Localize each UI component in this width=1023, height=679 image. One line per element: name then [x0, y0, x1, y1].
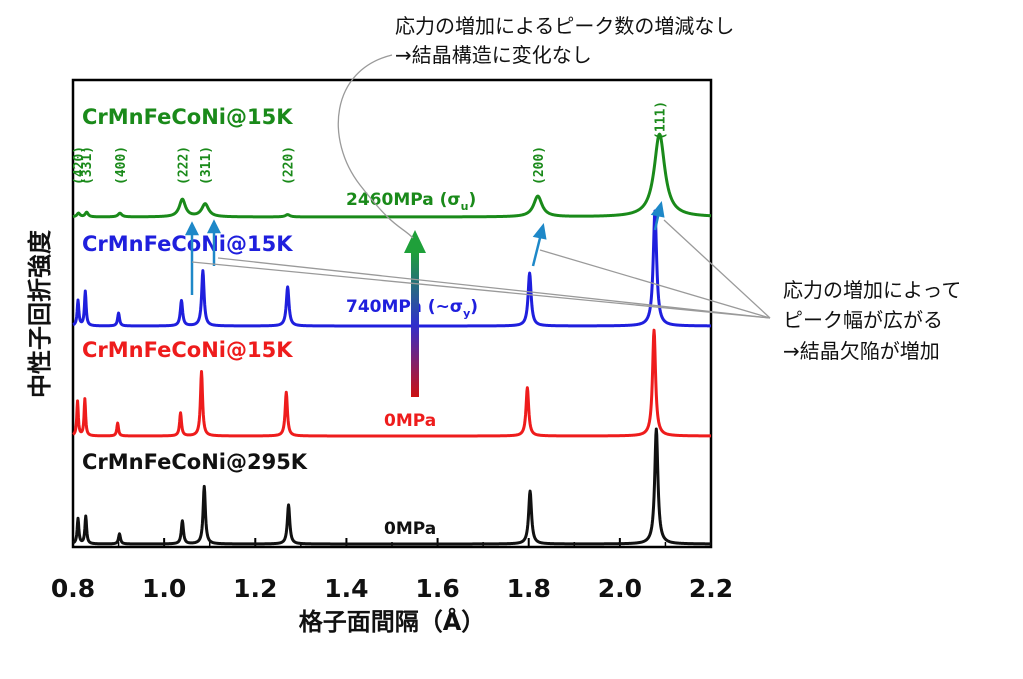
x-axis: 0.8 1.0 1.2 1.4 1.6 1.8 2.0 2.2 [51, 538, 733, 603]
annotation-right-line3: →結晶欠陥が増加 [783, 339, 940, 363]
hkl-label: (220) [282, 146, 297, 185]
series-line-0 [71, 132, 713, 219]
peak-shift-arrows [184, 201, 665, 295]
x-tick-label: 1.2 [233, 574, 277, 603]
x-axis-title: 格子面間隔（Å） [299, 607, 486, 636]
series-line-2 [71, 328, 713, 438]
annotation-right-line2: ピーク幅が広がる [783, 308, 943, 332]
x-tick-label: 1.0 [142, 574, 186, 603]
arrow-111-head [650, 201, 665, 218]
annotation-top-line1: 応力の増加によるピーク数の増減なし [395, 14, 734, 38]
series-line-1 [71, 209, 713, 328]
hkl-labels: (420)(331) (400) (222) (311) (220) (200) (111) [72, 101, 668, 185]
stress-label-blue: 740MPa (~σy) [346, 297, 478, 320]
x-tick-label: 2.0 [598, 574, 642, 603]
series-line-3 [71, 427, 713, 546]
stress-label-red: 0MPa [384, 411, 436, 431]
x-tick-label: 1.6 [415, 574, 459, 603]
callout-right-1 [217, 257, 771, 319]
callout-right-4 [663, 219, 771, 319]
annotation-right-line1: 応力の増加によって [783, 278, 961, 302]
stress-increase-arrow-shaft [411, 252, 419, 397]
hkl-label: (222) [176, 146, 191, 185]
x-tick-label: 1.8 [507, 574, 551, 603]
series-label-red: CrMnFeCoNi@15K [82, 338, 293, 362]
x-tick-label: 1.4 [324, 574, 368, 603]
series-label-green: CrMnFeCoNi@15K [82, 105, 293, 129]
hkl-label: (420) [72, 146, 87, 185]
spectra-group [71, 132, 713, 546]
annotation-top-line2: →結晶構造に変化なし [395, 43, 592, 67]
arrow-311-head [206, 219, 222, 234]
arrow-222-head [184, 221, 200, 236]
callout-top [337, 54, 414, 239]
arrow-200-shaft [531, 233, 543, 267]
hkl-label: (331) [80, 146, 95, 185]
stress-increase-arrow-head [404, 230, 426, 253]
hkl-label: (311) [199, 146, 214, 185]
arrow-200-head [532, 223, 547, 240]
hkl-label: (400) [114, 146, 129, 185]
callout-lines [191, 54, 771, 319]
hkl-label: (200) [532, 146, 547, 185]
callout-right-2 [191, 261, 771, 319]
callout-right-3 [539, 249, 771, 319]
y-axis-title: 中性子回折強度 [26, 229, 54, 398]
stress-label-green: 2460MPa (σu) [346, 190, 476, 213]
stress-label-black: 0MPa [384, 519, 436, 539]
x-tick-label: 2.2 [689, 574, 733, 603]
hkl-label: (111) [654, 101, 669, 140]
series-label-blue: CrMnFeCoNi@15K [82, 232, 293, 256]
series-label-black: CrMnFeCoNi@295K [82, 450, 308, 474]
x-tick-label: 0.8 [51, 574, 95, 603]
